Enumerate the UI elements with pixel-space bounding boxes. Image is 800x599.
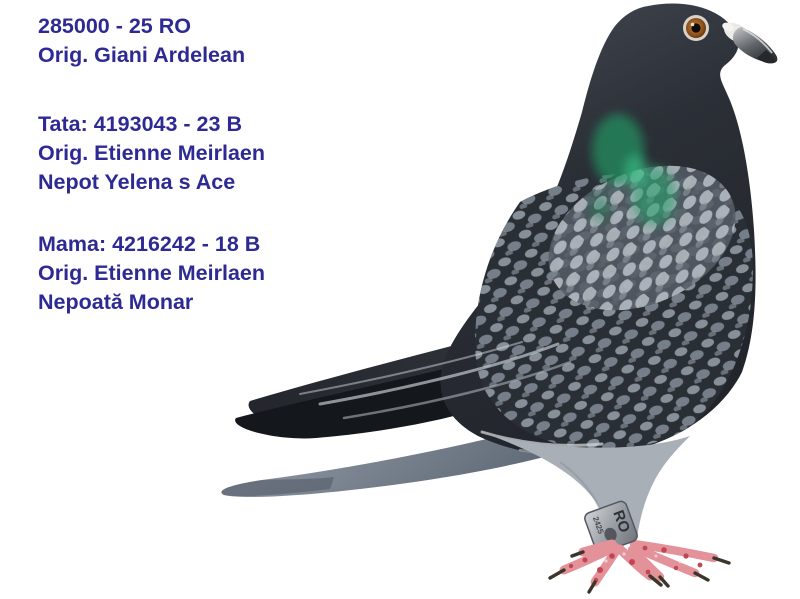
beak-tip (757, 50, 776, 64)
leg-ring: RO 2425 (584, 500, 638, 554)
leg-feathers (492, 436, 690, 542)
feet-highlights (604, 552, 682, 564)
claws (548, 550, 731, 594)
neck-iridescence (590, 114, 676, 226)
bird-info-block: 285000 - 25 RO Orig. Giani Ardelean (38, 12, 245, 70)
father-origin: Orig. Etienne Meirlaen (38, 141, 265, 165)
mother-ring-number: Mama: 4216242 - 18 B (38, 232, 261, 256)
wing-shield (475, 165, 753, 450)
bird-origin: Orig. Giani Ardelean (38, 43, 246, 67)
eye-glint (690, 22, 695, 27)
beak-ridge-highlight (742, 28, 773, 54)
mother-origin: Orig. Etienne Meirlaen (38, 261, 265, 285)
father-lineage: Nepot Yelena s Ace (38, 170, 236, 194)
cere-highlight (722, 22, 734, 32)
father-ring-number: Tata: 4193043 - 23 B (38, 112, 242, 136)
feet-mottling (568, 545, 703, 583)
pigeon-head (683, 15, 778, 64)
mother-lineage: Nepoată Monar (38, 290, 194, 314)
mother-info-block: Mama: 4216242 - 18 B Orig. Etienne Meirl… (38, 230, 265, 317)
tail-shadow (221, 477, 334, 497)
back-foot (627, 539, 719, 582)
pigeon-tail (221, 404, 616, 498)
father-info-block: Tata: 4193043 - 23 B Orig. Etienne Meirl… (38, 110, 265, 197)
bird-ring-number: 285000 - 25 RO (38, 14, 191, 38)
ring-country-code: RO (609, 508, 633, 535)
ring-emblem (604, 527, 617, 542)
